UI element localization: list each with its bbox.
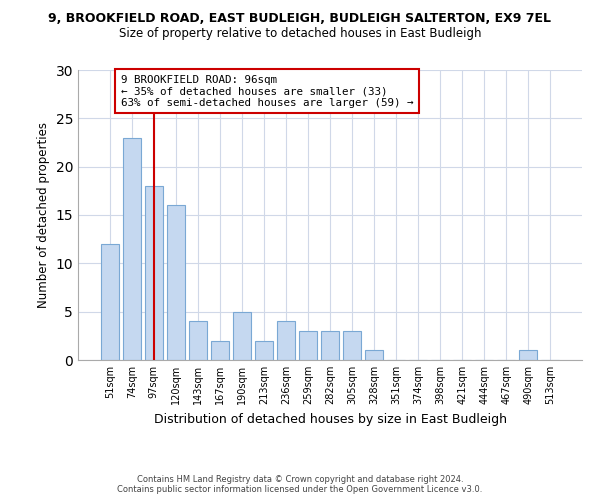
Bar — [520, 350, 537, 360]
Bar — [123, 138, 140, 360]
Bar — [321, 331, 339, 360]
Text: 9 BROOKFIELD ROAD: 96sqm
← 35% of detached houses are smaller (33)
63% of semi-d: 9 BROOKFIELD ROAD: 96sqm ← 35% of detach… — [121, 75, 413, 108]
Bar — [255, 340, 273, 360]
Bar — [365, 350, 383, 360]
Bar — [277, 322, 295, 360]
Text: Size of property relative to detached houses in East Budleigh: Size of property relative to detached ho… — [119, 28, 481, 40]
Bar — [101, 244, 119, 360]
Bar — [189, 322, 206, 360]
Bar — [167, 206, 185, 360]
X-axis label: Distribution of detached houses by size in East Budleigh: Distribution of detached houses by size … — [154, 412, 506, 426]
Bar — [233, 312, 251, 360]
Y-axis label: Number of detached properties: Number of detached properties — [37, 122, 50, 308]
Bar — [343, 331, 361, 360]
Bar — [299, 331, 317, 360]
Text: 9, BROOKFIELD ROAD, EAST BUDLEIGH, BUDLEIGH SALTERTON, EX9 7EL: 9, BROOKFIELD ROAD, EAST BUDLEIGH, BUDLE… — [49, 12, 551, 26]
Text: Contains HM Land Registry data © Crown copyright and database right 2024.
Contai: Contains HM Land Registry data © Crown c… — [118, 474, 482, 494]
Bar — [145, 186, 163, 360]
Bar — [211, 340, 229, 360]
